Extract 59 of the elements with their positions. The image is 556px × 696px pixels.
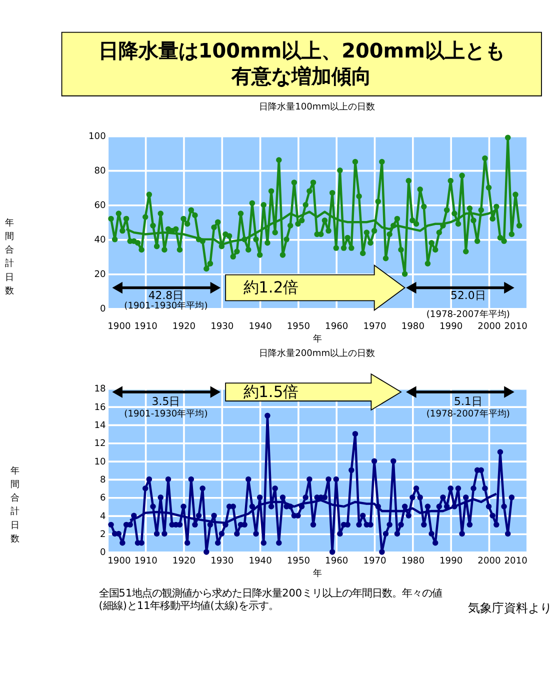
x-tick-label: 1910 bbox=[134, 556, 158, 566]
annotation: 約1.2倍 bbox=[244, 278, 298, 296]
text: 気象庁資料より bbox=[468, 600, 552, 615]
x-tick-label: 1980 bbox=[401, 322, 425, 332]
y-tick-label: 40 bbox=[94, 236, 106, 246]
annotation: (1901-1930年平均) bbox=[124, 300, 208, 312]
annotation: 52.0日 bbox=[450, 289, 486, 302]
x-axis-title: 年 bbox=[313, 334, 322, 345]
x-tick-label: 2010 bbox=[504, 556, 528, 566]
x-tick-label: 1960 bbox=[325, 556, 348, 566]
x-tick-label: 1910 bbox=[134, 322, 158, 332]
y-tick-label: 16 bbox=[94, 402, 106, 413]
x-tick-label: 2010 bbox=[504, 322, 528, 332]
text: (1978-2007年平均) bbox=[426, 309, 510, 320]
annotation: 5.1日 bbox=[454, 395, 482, 408]
y-tick-label: 20 bbox=[94, 270, 106, 280]
x-tick-label: 1990 bbox=[440, 556, 463, 566]
chart-subtitle: 日降水量100mm以上の日数 bbox=[259, 102, 376, 113]
x-tick-label: 1920 bbox=[172, 322, 196, 332]
x-tick-label: 1950 bbox=[286, 556, 310, 566]
x-tick-label: 1950 bbox=[286, 322, 310, 332]
x-tick-label: 2000 bbox=[478, 556, 501, 566]
x-tick-label: 1970 bbox=[363, 322, 387, 332]
y-tick-label: 0 bbox=[100, 548, 106, 558]
y-tick-label: 2 bbox=[100, 530, 106, 540]
y-tick-label: 12 bbox=[94, 439, 106, 450]
x-tick-label: 1980 bbox=[401, 556, 425, 566]
x-tick-label: 1920 bbox=[172, 556, 196, 566]
chart-title: 日降水量200mm以上の日数 bbox=[259, 348, 376, 359]
text: 全国51地点の観測値から求めた日降水量200ミリ以上の年間日数。年々の値(細線)と11年移動平均値(太線)を示す。 bbox=[98, 587, 442, 612]
y-tick-label: 0 bbox=[100, 304, 106, 315]
y-tick-label: 60 bbox=[94, 201, 106, 212]
y-axis-title: 年間合計日数 bbox=[10, 465, 20, 544]
annotation: 3.5日 bbox=[152, 395, 180, 408]
x-tick-label: 1990 bbox=[440, 322, 463, 332]
y-tick-label: 14 bbox=[94, 420, 106, 431]
x-tick-label: 1930 bbox=[210, 556, 234, 566]
y-tick-label: 10 bbox=[94, 457, 106, 468]
y-axis-title: 年間合計日数 bbox=[4, 217, 14, 296]
chart-title: 日降水量は100mm以上、200mm以上とも有意な増加傾向 bbox=[98, 38, 505, 88]
annotation: (1901-1930年平均) bbox=[124, 408, 208, 420]
annotation: 約1.5倍 bbox=[244, 383, 298, 402]
y-tick-label: 18 bbox=[94, 384, 106, 395]
annotation: (1978-2007年平均) bbox=[426, 408, 510, 420]
x-tick-label: 1960 bbox=[325, 322, 348, 332]
y-tick-label: 80 bbox=[94, 166, 106, 177]
y-tick-label: 100 bbox=[88, 132, 106, 142]
x-axis-title: 年 bbox=[313, 568, 322, 580]
y-tick-label: 8 bbox=[100, 475, 106, 486]
x-tick-label: 2000 bbox=[478, 322, 501, 332]
x-tick-label: 1900 bbox=[108, 556, 131, 566]
x-tick-label: 1900 bbox=[108, 322, 131, 332]
x-tick-label: 1930 bbox=[210, 322, 234, 332]
y-tick-label: 6 bbox=[100, 494, 106, 504]
x-tick-label: 1940 bbox=[248, 556, 272, 566]
annotation: 42.8日 bbox=[148, 289, 184, 302]
x-tick-label: 1940 bbox=[248, 322, 272, 332]
y-tick-label: 4 bbox=[100, 512, 106, 522]
x-tick-label: 1970 bbox=[363, 556, 387, 566]
